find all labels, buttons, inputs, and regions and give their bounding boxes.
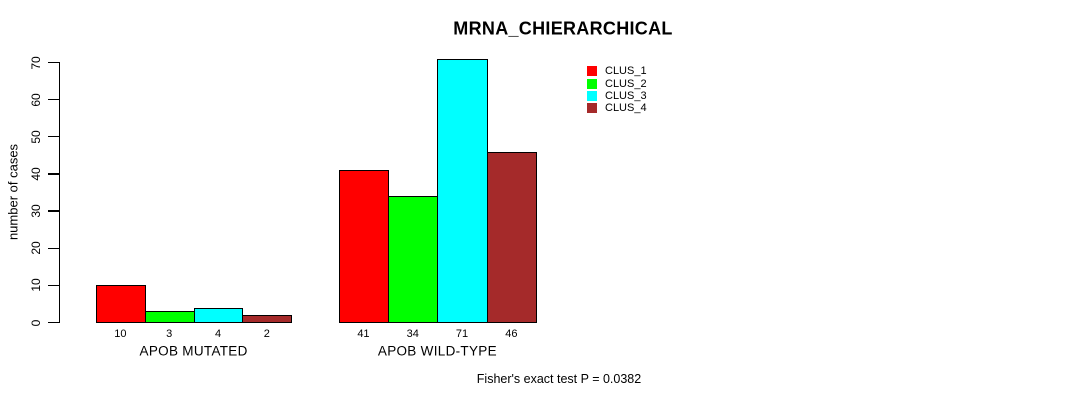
y-tick [48,247,59,249]
y-tick [48,61,59,64]
legend-label: CLUS_4 [605,102,647,115]
y-tick-label: 10 [29,278,43,293]
bar-clus_4-2 [486,151,537,324]
y-tick-label: 40 [29,167,43,181]
bar-value-label: 34 [406,328,419,340]
y-tick-label: 30 [29,204,43,218]
bar-value-label: 3 [166,328,173,340]
bar-clus_1-1 [96,285,146,324]
y-tick-label: 60 [29,92,43,107]
legend-swatch [587,66,597,77]
y-tick [48,210,59,212]
x-category-label: APOB MUTATED [139,343,248,359]
y-tick [48,284,59,287]
legend-swatch [587,103,597,114]
y-axis-label: number of cases [5,143,21,241]
y-axis-line [58,62,60,323]
y-tick-label: 0 [29,319,43,326]
bar-value-label: 4 [214,328,222,340]
legend-item: CLUS_2 [587,77,647,90]
legend-item: CLUS_3 [587,90,647,102]
bar-value-label: 41 [357,328,370,340]
y-tick-label: 20 [29,241,43,255]
y-tick [48,136,59,138]
bar-value-label: 71 [455,328,469,340]
legend-label: CLUS_2 [605,77,647,90]
bar-clus_3-1 [193,307,244,324]
legend: CLUS_1 CLUS_2 CLUS_3 CLUS_4 [587,65,647,115]
legend-label: CLUS_1 [605,65,647,78]
bar-clus_1-2 [338,170,390,324]
y-tick-label: 50 [29,130,43,144]
legend-label: CLUS_3 [605,89,647,102]
y-tick-label: 70 [29,55,43,70]
annotation-text: Fisher's exact test P = 0.0382 [476,372,642,386]
bar-clus_2-1 [144,311,195,324]
y-tick [48,321,59,324]
bar-value-label: 2 [263,328,270,340]
legend-swatch [587,90,597,101]
y-tick [48,99,59,101]
bar-clus_3-2 [437,58,488,324]
y-tick [48,173,59,175]
bar-value-label: 46 [505,328,518,340]
bar-value-label: 10 [114,328,127,340]
legend-item: CLUS_4 [587,102,647,114]
legend-swatch [587,78,597,89]
bar-clus_2-2 [388,196,439,324]
chart-title: MRNA_CHIERARCHICAL [453,18,673,39]
bar-clus_4-1 [242,315,293,324]
x-category-label: APOB WILD-TYPE [377,343,497,359]
legend-item: CLUS_1 [587,65,647,77]
